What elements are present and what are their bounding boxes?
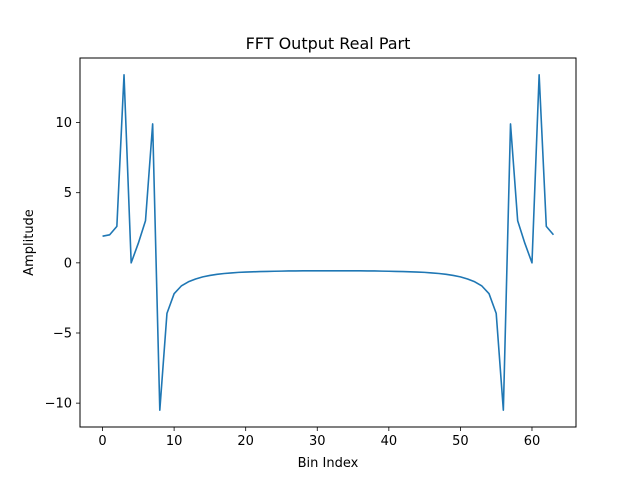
x-tick-label: 60 [524, 434, 541, 449]
x-tick-label: 20 [237, 434, 254, 449]
y-tick-label: −5 [53, 326, 72, 341]
chart-title: FFT Output Real Part [246, 34, 411, 53]
axes-frame [79, 57, 577, 428]
y-axis-label: Amplitude [22, 209, 37, 276]
y-tick-label: 10 [55, 116, 72, 131]
x-tick-label: 40 [381, 434, 398, 449]
series-line [102, 74, 555, 411]
axis-ticks: 0 10 20 30 40 50 60 −10 −5 0 5 10 [45, 116, 541, 449]
y-tick-label: 0 [64, 256, 72, 271]
plot-area [102, 74, 555, 411]
x-tick-label: 10 [166, 434, 183, 449]
y-tick-label: 5 [64, 186, 72, 201]
x-tick-label: 30 [309, 434, 326, 449]
y-tick-label: −10 [45, 397, 72, 412]
x-tick-label: 0 [98, 434, 106, 449]
x-tick-label: 50 [452, 434, 469, 449]
x-axis-label: Bin Index [298, 456, 359, 471]
